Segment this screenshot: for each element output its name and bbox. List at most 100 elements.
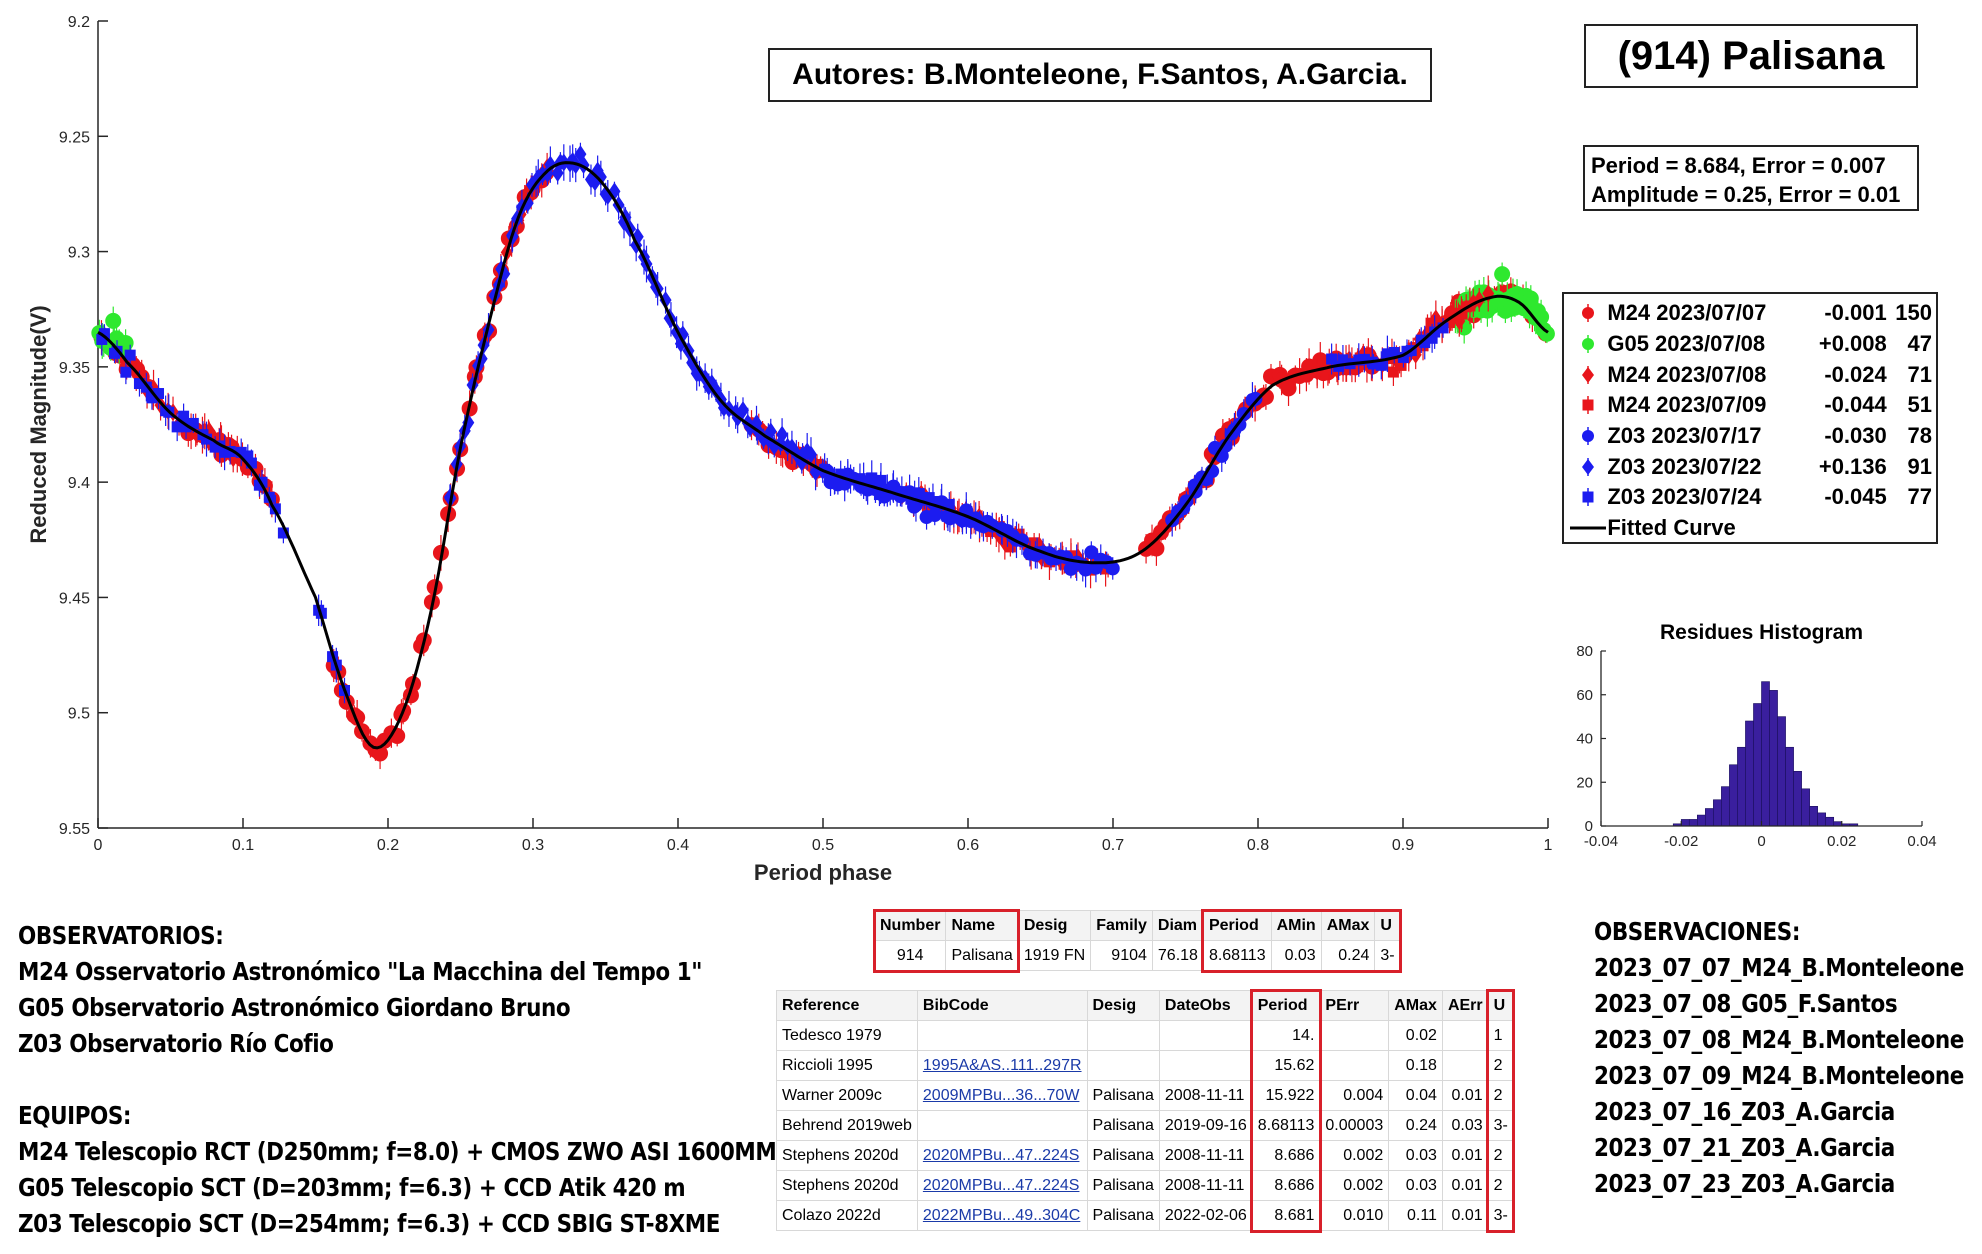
- table-header-cell: Family: [1090, 910, 1153, 941]
- data-point: [884, 488, 896, 500]
- data-point: [875, 474, 887, 486]
- bibcode-link: [916, 1020, 1088, 1051]
- data-point: [927, 508, 942, 523]
- legend-count: 51: [1907, 392, 1932, 418]
- histogram-bar: [1825, 816, 1835, 827]
- table-row: Stephens 2020d 2020MPBu...47..224S Palisan…: [776, 1140, 1514, 1171]
- data-point: [1353, 354, 1365, 366]
- equipo-line: M24 Telescopio RCT (D250mm; f=8.0) + CMO…: [18, 1137, 777, 1166]
- x-tick-label: 0.5: [812, 837, 834, 854]
- y-tick-label: 9.5: [68, 706, 90, 723]
- bibcode-link[interactable]: 2009MPBu...36...70W: [916, 1080, 1088, 1111]
- table-cell: Riccioli 1995: [776, 1050, 918, 1081]
- observatorio-line: Z03 Observatorio Río Cofio: [18, 1029, 334, 1058]
- legend-offset: -0.044: [1824, 392, 1887, 418]
- data-point: [1426, 332, 1438, 344]
- data-point: [887, 481, 899, 493]
- plot-area: [98, 21, 1548, 828]
- table-cell: 0.11: [1388, 1200, 1443, 1231]
- table-cell: 8.68113: [1251, 1110, 1321, 1141]
- legend-offset: +0.008: [1818, 331, 1887, 357]
- table-header-cell: U: [1374, 910, 1401, 941]
- equipo-line: G05 Telescopio SCT (D=203mm; f=6.3) + CC…: [18, 1173, 686, 1202]
- data-point: [659, 291, 672, 310]
- histogram-bar: [1833, 821, 1843, 827]
- data-point: [1397, 351, 1409, 363]
- legend-marker-icon: [1582, 427, 1594, 446]
- observacion-line: 2023_07_09_M24_B.Monteleone: [1594, 1061, 1964, 1090]
- data-point: [1105, 561, 1120, 576]
- legend-marker-icon: [1582, 488, 1594, 507]
- table-cell: 14.: [1251, 1020, 1321, 1051]
- data-point: [1381, 348, 1393, 360]
- table-header-cell: Diam: [1151, 910, 1204, 941]
- table-header-row: Reference BibCode Desig DateObs Period PErr AM…: [776, 990, 1514, 1021]
- legend-label: M24 2023/07/08: [1607, 361, 1767, 387]
- table-cell: [1086, 1020, 1160, 1051]
- x-tick-label: 0.4: [667, 837, 689, 854]
- data-point: [1078, 562, 1093, 577]
- observaciones-heading: OBSERVACIONES:: [1594, 917, 1801, 946]
- data-point: [1311, 362, 1324, 381]
- legend-entry: G05 2023/07/08 +0.008 47: [1568, 329, 1932, 360]
- table-header-cell: AErr: [1441, 990, 1489, 1021]
- table-cell: 0.01: [1441, 1200, 1489, 1231]
- hist-x-tick-label: 0.04: [1907, 833, 1936, 850]
- legend-label: M24 2023/07/09: [1607, 392, 1767, 418]
- data-point: [96, 333, 108, 345]
- data-point: [277, 527, 289, 539]
- bibcode-link[interactable]: 2020MPBu...47..224S: [916, 1170, 1088, 1201]
- bibcode-link[interactable]: 2022MPBu...49..304C: [916, 1200, 1088, 1231]
- hist-y-tick-label: 40: [1576, 731, 1593, 748]
- equipo-line: Z03 Telescopio SCT (D=254mm; f=6.3) + CC…: [18, 1209, 721, 1238]
- authors-text: Autores: B.Monteleone, F.Santos, A.Garci…: [792, 58, 1408, 91]
- table-cell: 0.04: [1388, 1080, 1443, 1111]
- data-point: [133, 378, 145, 390]
- table-cell: [1158, 1050, 1253, 1081]
- data-point: [896, 486, 908, 498]
- legend-offset: +0.136: [1818, 453, 1887, 479]
- bibcode-link[interactable]: 2020MPBu...47..224S: [916, 1140, 1088, 1171]
- data-point: [1375, 359, 1387, 371]
- table-header-cell: BibCode: [916, 990, 1088, 1021]
- data-point: [171, 421, 183, 433]
- histogram-bar: [1745, 720, 1754, 827]
- table-cell: 2: [1487, 1140, 1514, 1171]
- asteroid-summary-table: Number Name Desig Family Diam Period AMi…: [873, 910, 1401, 971]
- data-point: [187, 417, 199, 429]
- legend-count: 77: [1907, 484, 1932, 510]
- data-point: [1395, 359, 1407, 371]
- period-references-table: Reference BibCode Desig DateObs Period PErr AM…: [776, 990, 1514, 1231]
- data-point: [835, 468, 847, 480]
- hist-x-tick-label: -0.02: [1664, 833, 1698, 850]
- table-cell: 3-: [1374, 940, 1401, 971]
- legend-marker-icon: [1582, 335, 1594, 354]
- table-cell: 2: [1487, 1050, 1514, 1081]
- table-row: Colazo 2022d 2022MPBu...49..304C Palisana 2…: [776, 1200, 1514, 1231]
- observaciones-block: OBSERVACIONES: 2023_07_07_M24_B.Monteleo…: [1594, 914, 1964, 1202]
- table-header-cell: Reference: [776, 990, 918, 1021]
- bibcode-link[interactable]: 1995A&AS..111..297R: [916, 1050, 1088, 1081]
- legend-symbol-mark: [1582, 338, 1594, 351]
- observatorio-line: G05 Observatorio Astronómico Giordano Br…: [18, 993, 571, 1022]
- table-cell: 2: [1487, 1170, 1514, 1201]
- histogram-bar: [1817, 812, 1827, 827]
- legend-label: Z03 2023/07/24: [1607, 484, 1762, 510]
- y-tick-label: 9.35: [59, 360, 90, 377]
- data-point: [153, 388, 165, 400]
- legend-count: 71: [1907, 361, 1932, 387]
- table-cell: [1441, 1050, 1489, 1081]
- table-cell: Warner 2009c: [776, 1080, 918, 1111]
- observacion-line: 2023_07_21_Z03_A.Garcia: [1594, 1133, 1895, 1162]
- data-point: [1387, 366, 1399, 378]
- histogram-bar: [1809, 806, 1818, 827]
- table-cell: Colazo 2022d: [776, 1200, 918, 1231]
- table-cell: 3-: [1487, 1200, 1514, 1231]
- table-cell: 0.03: [1388, 1170, 1443, 1201]
- data-point: [941, 510, 953, 522]
- data-point: [1084, 545, 1099, 560]
- table-cell: Stephens 2020d: [776, 1170, 918, 1201]
- legend-label: Fitted Curve: [1607, 515, 1736, 541]
- data-point: [1456, 308, 1468, 320]
- table-cell: 0.010: [1319, 1200, 1390, 1231]
